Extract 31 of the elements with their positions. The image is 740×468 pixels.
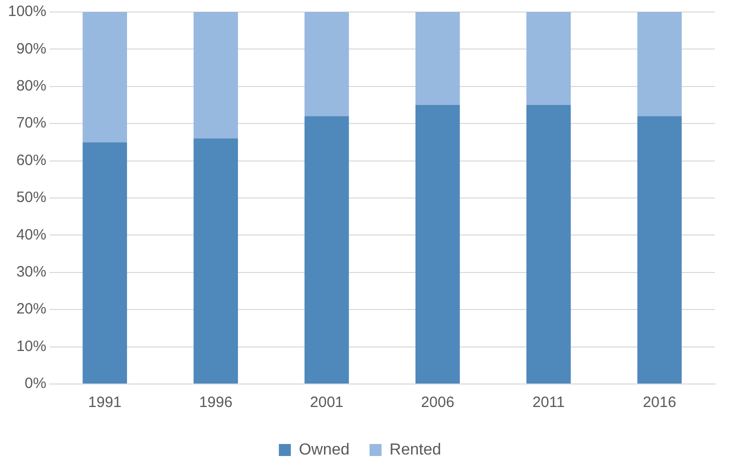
x-tick-label: 2001 <box>310 394 344 412</box>
legend-label: Owned <box>298 441 350 458</box>
bar <box>526 105 571 384</box>
y-tick-label: 50% <box>16 189 46 206</box>
y-tick-label: 0% <box>24 375 46 392</box>
bar <box>82 12 128 142</box>
bar <box>637 116 682 384</box>
y-tick-label: 20% <box>16 300 46 318</box>
y-tick-label: 70% <box>16 114 46 132</box>
x-tick-label: 1991 <box>88 394 122 412</box>
bar <box>415 105 460 384</box>
bar <box>415 12 460 105</box>
x-tick-label: 1996 <box>199 394 232 412</box>
y-tick-label: 10% <box>16 338 46 355</box>
y-tick-label: 100% <box>8 3 46 20</box>
y-tick-label: 90% <box>16 40 46 58</box>
legend-label: Rented <box>390 441 442 458</box>
bar <box>194 138 238 384</box>
bar <box>304 12 349 116</box>
bar <box>637 12 682 116</box>
bar <box>194 12 238 138</box>
y-tick-label: 60% <box>16 152 46 169</box>
bar <box>82 142 128 384</box>
bar <box>526 12 571 105</box>
y-tick-label: 40% <box>16 226 46 244</box>
y-tick-label: 80% <box>16 78 46 95</box>
x-tick-label: 2006 <box>420 394 454 412</box>
bar <box>304 116 349 384</box>
y-tick-label: 30% <box>16 264 46 281</box>
x-tick-label: 2016 <box>642 394 676 412</box>
x-tick-label: 2011 <box>532 394 565 412</box>
